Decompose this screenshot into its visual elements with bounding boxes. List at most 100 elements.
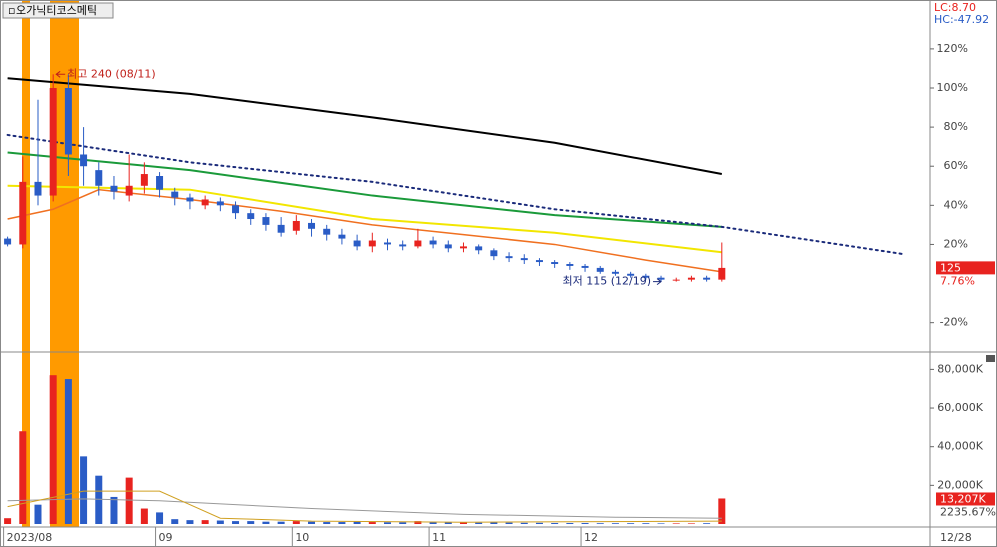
volume-bar <box>581 523 589 524</box>
highlight-band <box>22 0 30 527</box>
candle-body <box>429 240 437 245</box>
volume-bar <box>429 522 437 524</box>
y-tick-label: 60,000K <box>937 401 983 414</box>
volume-bar <box>277 521 285 524</box>
ma-line <box>7 188 722 273</box>
volume-bar <box>64 379 72 524</box>
volume-bar <box>703 523 711 524</box>
x-tick-label: 2023/08 <box>7 531 53 544</box>
volume-bar <box>49 375 57 524</box>
candle-body <box>353 240 361 247</box>
volume-bar <box>19 431 27 524</box>
panel-close[interactable] <box>986 355 995 362</box>
candle-body <box>110 185 118 192</box>
candle-body <box>687 277 695 280</box>
volume-bar <box>338 522 346 524</box>
y-tick-label: 80% <box>944 120 968 133</box>
current-change: 7.76% <box>940 274 975 287</box>
y-tick-label: -20% <box>940 316 968 329</box>
candle-body <box>80 154 88 167</box>
volume-bar <box>323 522 331 524</box>
volume-bar <box>642 523 650 524</box>
volume-bar <box>140 508 148 524</box>
y-tick-label: 20% <box>944 237 968 250</box>
candle-body <box>95 170 103 186</box>
candle-body <box>171 191 179 198</box>
candle-body <box>520 258 528 261</box>
candle-body <box>627 273 635 276</box>
candle-body <box>156 176 164 190</box>
candle-body <box>718 267 726 280</box>
ma-line <box>6 133 906 256</box>
volume-bar <box>353 521 361 524</box>
candle-body <box>247 213 255 220</box>
annotation-arrow <box>653 278 662 285</box>
x-tick-label: 10 <box>295 531 309 544</box>
title-icon: ▫ <box>8 4 15 17</box>
volume-bar <box>520 522 528 524</box>
candle-body <box>459 246 467 249</box>
candle-body <box>64 88 72 155</box>
volume-bar <box>262 521 270 524</box>
candle-body <box>4 238 12 245</box>
candle-body <box>232 205 240 214</box>
candle-body <box>596 267 604 272</box>
candle-body <box>338 234 346 239</box>
lc-label: LC:8.70 <box>934 1 976 14</box>
candle-body <box>399 244 407 247</box>
volume-bar <box>687 523 695 524</box>
title-box <box>2 2 114 19</box>
chart-title: 오가닉티코스메틱 <box>16 4 97 17</box>
volume-bar <box>216 520 224 524</box>
y-tick-label: 100% <box>937 81 968 94</box>
candle-body <box>368 240 376 247</box>
candle-body <box>535 260 543 263</box>
current-price: 125 <box>940 261 961 274</box>
volume-bar <box>308 521 316 524</box>
candle-body <box>642 275 650 278</box>
candle-body <box>657 277 665 280</box>
volume-bar <box>444 522 452 524</box>
y-tick-label: 40,000K <box>937 440 983 453</box>
candle-body <box>505 256 513 259</box>
candle-body <box>201 199 209 206</box>
volume-bar <box>718 498 726 524</box>
annotation-arrow <box>55 70 66 78</box>
candle-body <box>414 240 422 247</box>
ma-line <box>7 498 722 519</box>
volume-bar <box>186 520 194 524</box>
hc-label: HC:-47.92 <box>934 13 989 26</box>
y-tick-label: 120% <box>937 42 968 55</box>
volume-bar <box>459 522 467 524</box>
volume-bar <box>95 475 103 524</box>
volume-bar <box>535 522 543 524</box>
volume-bar <box>490 522 498 524</box>
volume-bar <box>475 522 483 524</box>
candle-body <box>216 201 224 206</box>
volume-bar <box>368 522 376 524</box>
annotation: 최저 115 (12/19) <box>563 275 652 288</box>
ma-line <box>7 77 722 176</box>
last-date: 12/28 <box>940 531 972 544</box>
candle-body <box>19 181 27 245</box>
volume-bar <box>611 523 619 524</box>
volume-bar <box>292 521 300 524</box>
candle-body <box>277 224 285 233</box>
candle-body <box>125 185 133 196</box>
volume-bar <box>110 496 118 524</box>
candle-body <box>34 181 42 196</box>
current-volume: 13,207K <box>940 492 986 505</box>
candle-body <box>475 246 483 251</box>
ma-line <box>7 490 722 523</box>
candle-body <box>186 197 194 202</box>
candle-body <box>611 271 619 274</box>
volume-bar <box>34 504 42 524</box>
candle-body <box>490 250 498 257</box>
x-tick-label: 12 <box>584 531 598 544</box>
volume-bar <box>414 521 422 524</box>
volume-bar <box>156 512 164 524</box>
volume-bar <box>384 522 391 524</box>
y-tick-label: 60% <box>944 159 968 172</box>
candle-body <box>581 265 589 268</box>
